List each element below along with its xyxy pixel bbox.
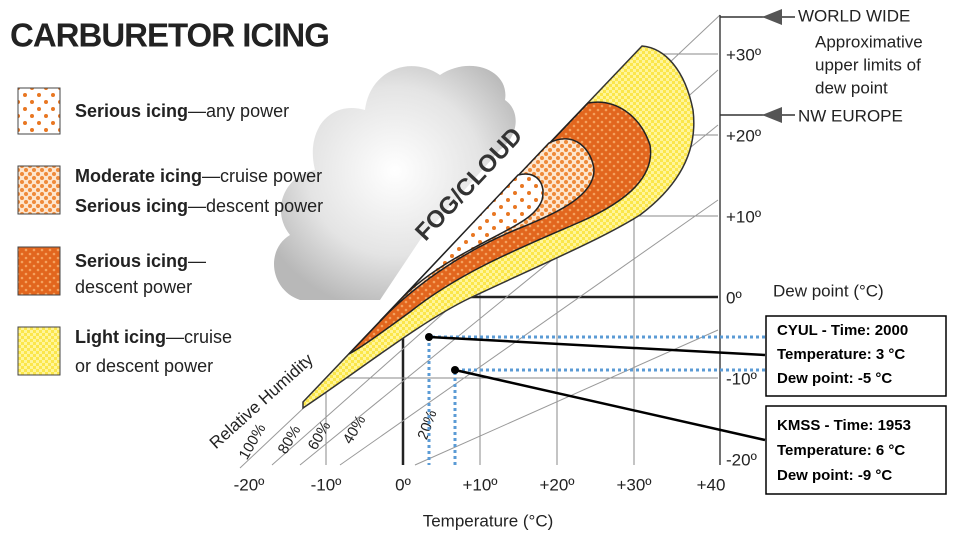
temp-tick-label: -10º (311, 475, 342, 494)
legend-text: Serious icing—descent power (75, 196, 323, 216)
temp-tick-label: -20º (234, 475, 265, 494)
legend-text: Serious icing— (75, 251, 206, 271)
station-text: Temperature: 6 °C (777, 442, 905, 459)
humidity-tick-label: 40% (340, 412, 370, 447)
limit-label: WORLD WIDE (798, 6, 910, 25)
arrow (762, 107, 782, 123)
dew-tick-label: 0º (726, 288, 742, 307)
dew-axis-label: Dew point (°C) (773, 281, 884, 300)
legend-text: Serious icing—any power (75, 101, 289, 121)
dew-tick-label: -20º (726, 450, 757, 469)
temp-axis-label: Temperature (°C) (423, 511, 554, 530)
temp-tick-label: +40 (697, 475, 726, 494)
limit-note: dew point (815, 78, 888, 97)
legend-swatch (18, 247, 60, 295)
legend-text: or descent power (75, 356, 213, 376)
humidity-tick-label: 60% (305, 418, 335, 453)
temp-tick-label: +30º (616, 475, 651, 494)
kmss-guide (455, 370, 765, 465)
carburetor-icing-diagram: +30º +20º +10º 0º -10º -20º -20º -10º 0º +10º +20º… (0, 0, 964, 533)
temp-tick-label: 0º (395, 475, 411, 494)
dew-tick-label: +20º (726, 126, 761, 145)
temp-tick-label: +20º (539, 475, 574, 494)
limit-label: NW EUROPE (798, 106, 903, 125)
temp-tick-label: +10º (462, 475, 497, 494)
legend-swatch (18, 166, 60, 214)
dew-tick-label: +10º (726, 207, 761, 226)
legend-text: descent power (75, 277, 192, 297)
kmss-point (451, 366, 459, 374)
station-text: Dew point: -9 °C (777, 467, 892, 484)
dew-tick-label: +30º (726, 45, 761, 64)
cyul-point (425, 333, 433, 341)
annotations (425, 333, 765, 465)
legend-text: Moderate icing—cruise power (75, 166, 322, 186)
dew-tick-label: -10º (726, 369, 757, 388)
arrow (762, 9, 782, 25)
humidity-tick-label: 20% (414, 408, 440, 442)
station-text: CYUL - Time: 2000 (777, 322, 908, 339)
limit-note: Approximative (815, 32, 923, 51)
legend-text: Light icing—cruise (75, 327, 232, 347)
legend-swatch (18, 327, 60, 375)
title: CARBURETOR ICING (10, 17, 329, 54)
station-text: Temperature: 3 °C (777, 346, 905, 363)
limit-note: upper limits of (815, 55, 921, 74)
station-text: KMSS - Time: 1953 (777, 417, 911, 434)
cyul-leader (429, 337, 765, 355)
station-text: Dew point: -5 °C (777, 370, 892, 387)
kmss-leader (455, 370, 765, 440)
legend-swatch (18, 88, 60, 134)
